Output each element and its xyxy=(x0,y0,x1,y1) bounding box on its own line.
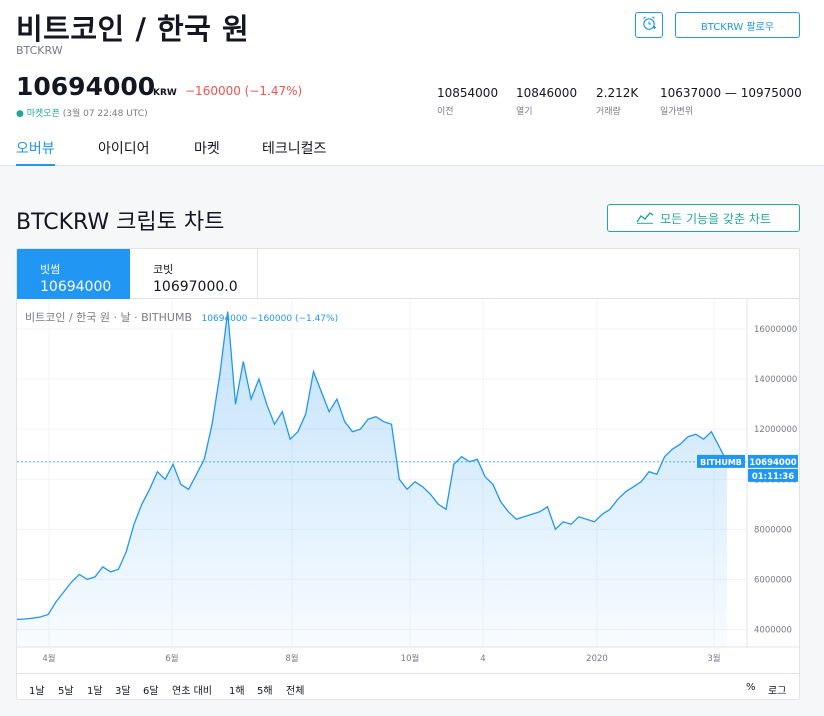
y-tick-label: 16000000 xyxy=(754,325,797,335)
y-tick-label: 4000000 xyxy=(754,625,792,635)
market-time: (3월 07 22:48 UTC) xyxy=(62,109,148,119)
x-tick-label: 2020 xyxy=(586,654,608,664)
price-currency: KRW xyxy=(153,88,177,98)
symbol-title: 비트코인 / 한국 원 xyxy=(16,12,250,46)
follow-button[interactable]: BTCKRW 팔로우 xyxy=(675,12,800,38)
stat-value: 10854000 xyxy=(437,86,499,100)
price-change: −160000 (−1.47%) xyxy=(185,84,303,98)
x-tick-label: 6월 xyxy=(165,653,178,664)
y-tick-label: 6000000 xyxy=(754,575,792,585)
tab-ideas[interactable]: 아이디어 xyxy=(98,141,150,157)
price-line xyxy=(17,311,728,621)
stat-label: 일가변위 xyxy=(660,107,694,117)
price-chart-svg[interactable]: 4000000600000080000001000000012000000140… xyxy=(17,299,800,673)
range-all[interactable]: 전체 xyxy=(286,686,305,697)
stat-prev-close: 10854000 이전 xyxy=(437,86,498,117)
tab-markets[interactable]: 마켓 xyxy=(194,141,220,157)
y-tick-label: 12000000 xyxy=(754,425,797,435)
range-5y[interactable]: 5해 xyxy=(257,686,273,697)
stat-value: 10846000 xyxy=(516,86,578,100)
x-tick-label: 4 xyxy=(480,654,485,664)
symbol-tabs: 오버뷰 아이디어 마켓 테크니컬즈 xyxy=(0,136,824,166)
exchange-tabs-filler xyxy=(258,249,799,299)
stat-open: 10846000 열기 xyxy=(516,86,577,117)
exchange-name: 빗썸 xyxy=(40,263,61,276)
log-scale-button[interactable]: 로그 xyxy=(768,686,787,697)
range-ytd[interactable]: 연초 대비 xyxy=(172,686,212,697)
tab-overview[interactable]: 오버뷰 xyxy=(16,138,55,166)
last-price-tag: 10694000 xyxy=(749,458,796,468)
tab-technicals[interactable]: 테크니컬즈 xyxy=(262,141,327,157)
x-tick-label: 4월 xyxy=(42,653,55,664)
range-1d[interactable]: 1날 xyxy=(29,686,45,697)
exchange-tab-bithumb[interactable]: 빗썸 10694000 xyxy=(17,249,130,299)
stat-day-range: 10637000 — 10975000 일가변위 xyxy=(660,86,802,117)
stat-label: 이전 xyxy=(437,107,454,117)
stat-volume: 2.212K 거래량 xyxy=(596,86,638,117)
last-price-tag-bg xyxy=(748,454,798,468)
y-tick-label: 14000000 xyxy=(754,375,797,385)
symbol-ticker: BTCKRW xyxy=(16,44,63,57)
exchange-name: 코빗 xyxy=(153,263,174,276)
stat-label: 열기 xyxy=(516,107,533,117)
stat-value: 2.212K xyxy=(596,86,639,100)
full-chart-label: 모든 기능을 갖춘 차트 xyxy=(660,211,771,226)
range-1y[interactable]: 1해 xyxy=(229,686,245,697)
range-bar: 1날 5날 1달 3달 6달 연초 대비 1해 5해 전체 % 로그 xyxy=(17,673,799,699)
exchange-tag-bg xyxy=(697,454,745,468)
countdown-tag: 01:11:36 xyxy=(752,472,794,482)
market-open-dot-icon: ● xyxy=(16,109,24,119)
countdown-tag-bg xyxy=(748,468,798,482)
price-area xyxy=(17,311,727,647)
chart-legend: 비트코인 / 한국 원 · 날 · BITHUMB 10694000 −1600… xyxy=(25,309,338,325)
chart-line-icon xyxy=(636,210,654,227)
exchange-price: 10694000 xyxy=(40,279,112,295)
y-tick-label: 8000000 xyxy=(754,525,792,535)
range-5d[interactable]: 5날 xyxy=(58,686,74,697)
x-tick-label: 10월 xyxy=(401,653,420,664)
stat-label: 거래량 xyxy=(596,107,621,117)
range-1m[interactable]: 1달 xyxy=(87,686,103,697)
section-title: BTCKRW 크립토 차트 xyxy=(16,210,225,235)
x-tick-label: 8월 xyxy=(285,653,298,664)
range-3m[interactable]: 3달 xyxy=(115,686,131,697)
full-chart-button[interactable]: 모든 기능을 갖춘 차트 xyxy=(607,204,800,232)
price-chart[interactable]: 4000000600000080000001000000012000000140… xyxy=(17,299,800,673)
exchange-tab-korbit[interactable]: 코빗 10697000.0 xyxy=(130,249,258,299)
legend-values: 10694000 −160000 (−1.47%) xyxy=(201,314,339,324)
exchange-price: 10697000.0 xyxy=(153,279,238,295)
last-price: 10694000 xyxy=(16,72,156,101)
chart-section: BTCKRW 크립토 차트 모든 기능을 갖춘 차트 빗썸 10694000 코… xyxy=(0,166,824,716)
exchange-tag-label: BITHUMB xyxy=(700,458,742,467)
x-tick-label: 3월 xyxy=(707,653,720,664)
symbol-header: 비트코인 / 한국 원 BTCKRW BTCKRW 팔로우 10694000 K… xyxy=(0,0,824,166)
legend-symbol: 비트코인 / 한국 원 · 날 · BITHUMB xyxy=(25,311,193,324)
create-alert-button[interactable] xyxy=(635,12,663,38)
stat-value: 10637000 — 10975000 xyxy=(660,86,802,100)
chart-card: 빗썸 10694000 코빗 10697000.0 xyxy=(16,248,800,700)
market-status-label: 마켓오픈 xyxy=(26,109,60,119)
alarm-clock-plus-icon xyxy=(641,15,657,35)
percent-scale-button[interactable]: % xyxy=(746,682,756,693)
market-status: ● 마켓오픈 (3월 07 22:48 UTC) xyxy=(16,106,148,119)
range-6m[interactable]: 6달 xyxy=(143,686,159,697)
